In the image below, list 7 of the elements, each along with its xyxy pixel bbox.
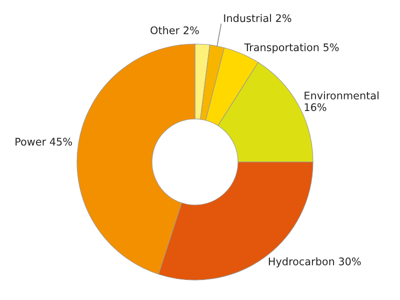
data-label: 16% xyxy=(304,103,326,112)
slice-label: Power 45% xyxy=(16,138,72,146)
slice-label: Environmental xyxy=(304,91,378,100)
slice-label: Hydrocarbon 30% xyxy=(268,257,361,268)
slice-label: Transportation 5% xyxy=(244,43,339,54)
slice-label: Industrial 2% xyxy=(224,14,292,22)
slice-label: Other 2% xyxy=(150,26,199,34)
